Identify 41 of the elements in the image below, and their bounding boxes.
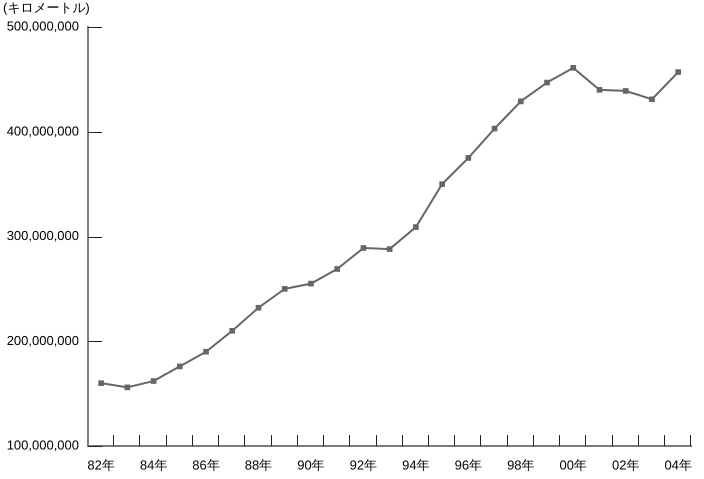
- y-tick-label: 200,000,000: [6, 332, 79, 348]
- point: [360, 245, 366, 251]
- point: [176, 364, 183, 370]
- x-tick-label: 04年: [664, 457, 692, 472]
- point: [518, 98, 524, 104]
- x-tick-label: 02年: [612, 457, 640, 472]
- x-tick-label: 98年: [507, 457, 535, 472]
- x-tick-label: 82年: [87, 457, 115, 472]
- point: [282, 286, 288, 292]
- y-tick-label: 100,000,000: [6, 438, 79, 453]
- point: [492, 126, 498, 132]
- point: [596, 87, 602, 93]
- point: [150, 378, 156, 384]
- y-tick-label: 400,000,000: [6, 123, 79, 138]
- point: [308, 280, 314, 286]
- point: [229, 328, 236, 334]
- x-tick-label: 90年: [297, 457, 325, 472]
- y-tick-label: 300,000,000: [6, 228, 79, 244]
- x-tick-label: 96年: [454, 457, 482, 472]
- x-tick-label: 00年: [560, 457, 587, 472]
- point: [649, 96, 655, 102]
- y-tick-label: 500,000,000: [6, 18, 79, 34]
- x-tick-label: 92年: [350, 457, 378, 472]
- point: [544, 80, 550, 86]
- point: [439, 181, 445, 187]
- x-tick-label: 86年: [192, 457, 220, 472]
- point: [203, 348, 209, 355]
- point: [98, 380, 104, 386]
- point: [622, 88, 629, 94]
- point: [675, 69, 682, 75]
- point: [570, 65, 576, 71]
- y-axis-title: (キロメートル): [3, 0, 90, 16]
- point: [334, 266, 340, 272]
- x-tick-label: 94年: [402, 457, 430, 472]
- point: [256, 304, 262, 311]
- point: [413, 224, 419, 230]
- point: [124, 384, 130, 390]
- point: [466, 155, 472, 161]
- point: [386, 246, 392, 252]
- x-tick-label: 84年: [140, 457, 168, 472]
- x-tick-label: 88年: [244, 457, 272, 472]
